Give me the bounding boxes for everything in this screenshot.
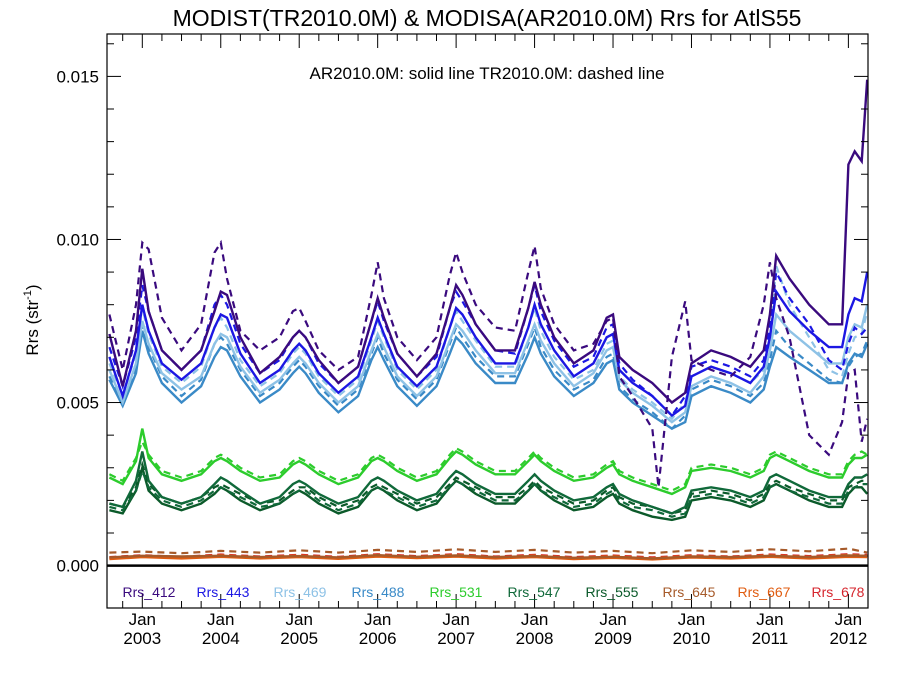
x-tick-label-month: Jan — [756, 610, 783, 629]
x-tick-label-month: Jan — [521, 610, 548, 629]
x-tick-label-year: 2009 — [594, 629, 632, 648]
chart-title: MODIST(TR2010.0M) & MODISA(AR2010.0M) Rr… — [173, 5, 802, 31]
y-tick-label: 0.000 — [56, 557, 99, 576]
series-rrs-645-solid — [109, 553, 868, 560]
x-tick-label-month: Jan — [286, 610, 313, 629]
series-rrs-412-dashed — [108, 239, 868, 488]
legend-item-rrs-443: Rrs_443 — [197, 584, 250, 600]
y-axis-label-close: ) — [23, 284, 42, 290]
legend-item-rrs-488: Rrs_488 — [352, 584, 405, 600]
x-tick-label-year: 2004 — [202, 629, 240, 648]
x-tick-label-month: Jan — [442, 610, 469, 629]
y-tick-label: 0.010 — [56, 230, 99, 249]
x-tick-label-month: Jan — [678, 610, 705, 629]
series-rrs-469-solid — [108, 304, 868, 424]
series-rrs-645-dashed — [109, 547, 868, 555]
x-tick-label-year: 2008 — [516, 629, 554, 648]
legend-item-rrs-469: Rrs_469 — [274, 584, 327, 600]
series-rrs-531-solid — [108, 428, 868, 496]
series-rrs-547-dashed — [109, 467, 868, 518]
x-tick-label-year: 2007 — [437, 629, 475, 648]
series-rrs-555-solid — [109, 463, 868, 522]
y-axis-label: Rrs (str-1) — [22, 284, 42, 355]
y-tick-label: 0.015 — [56, 67, 99, 86]
x-tick-label-year: 2005 — [280, 629, 318, 648]
plot-axes: 0.0000.0050.0100.015Jan2003Jan2004Jan200… — [56, 33, 869, 648]
series-rrs-547-solid — [109, 451, 868, 515]
legend-item-rrs-645: Rrs_645 — [663, 584, 716, 600]
plot-series — [107, 79, 868, 567]
legend-item-rrs-547: Rrs_547 — [508, 584, 561, 600]
legend-item-rrs-555: Rrs_555 — [586, 584, 639, 600]
series-rrs-555-dashed — [109, 460, 868, 515]
x-tick-label-year: 2003 — [123, 629, 161, 648]
x-tick-label-month: Jan — [207, 610, 234, 629]
x-tick-label-month: Jan — [364, 610, 391, 629]
y-axis-label-main: Rrs (str — [23, 300, 42, 356]
x-tick-label-year: 2011 — [752, 629, 789, 648]
x-tick-label-month: Jan — [599, 610, 626, 629]
legend-item-rrs-412: Rrs_412 — [123, 584, 176, 600]
series-rrs-412-solid — [108, 79, 868, 405]
x-tick-label-year: 2010 — [673, 629, 711, 648]
series-rrs-531-dashed — [108, 438, 868, 492]
plot-frame — [106, 33, 869, 609]
x-tick-label-year: 2012 — [829, 629, 867, 648]
legend-item-rrs-678: Rrs_678 — [812, 584, 865, 600]
y-axis-label-superscript: -1 — [22, 290, 34, 300]
legend-item-rrs-667: Rrs_667 — [738, 584, 791, 600]
series-rrs-488-solid — [108, 330, 868, 430]
y-tick-label: 0.005 — [56, 394, 99, 413]
x-tick-label-month: Jan — [129, 610, 156, 629]
x-tick-label-year: 2006 — [359, 629, 397, 648]
legend: Rrs_412 Rrs_443 Rrs_469 Rrs_488 Rrs_531 Rrs_5… — [123, 584, 865, 600]
line-style-annotation: AR2010.0M: solid line TR2010.0M: dashed … — [309, 64, 664, 83]
x-tick-label-month: Jan — [835, 610, 862, 629]
legend-item-rrs-531: Rrs_531 — [430, 584, 483, 600]
series-rrs-488-dashed — [108, 324, 868, 431]
series-rrs-443-solid — [108, 271, 868, 418]
